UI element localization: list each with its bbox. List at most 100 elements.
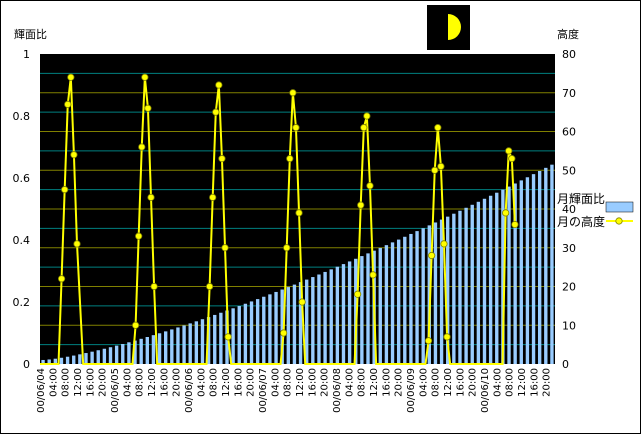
altitude-line-group (40, 73, 519, 365)
bar (390, 242, 395, 364)
bar (163, 331, 168, 364)
bar (550, 164, 554, 364)
y-tick-right: 30 (562, 242, 576, 255)
x-tick: 00/06/06 (184, 368, 195, 413)
bar (200, 319, 205, 364)
x-tick: 16:00 (159, 368, 170, 397)
x-tick: 12:00 (369, 368, 380, 397)
x-tick: 00/06/07 (258, 368, 269, 413)
bar (525, 177, 530, 364)
y-tick-right: 20 (562, 281, 576, 294)
bar (170, 329, 174, 364)
bar (354, 258, 358, 364)
bar (488, 195, 493, 364)
x-tick: 08:00 (283, 368, 294, 397)
altitude-point (434, 124, 442, 132)
x-tick: 04:00 (344, 368, 355, 397)
legend-swatch-bar (605, 201, 634, 213)
altitude-point (502, 209, 510, 217)
altitude-point (360, 124, 368, 132)
bar (151, 335, 156, 364)
altitude-point (424, 337, 433, 345)
y-tick-left: 0.6 (13, 172, 31, 185)
bar (145, 337, 149, 364)
x-tick: 04:00 (48, 368, 59, 397)
bar (65, 356, 70, 364)
altitude-point (428, 251, 436, 260)
altitude-point (144, 104, 152, 112)
bar (206, 317, 211, 364)
bar (384, 245, 389, 364)
altitude-line (40, 77, 516, 365)
x-tick: 08:00 (505, 368, 516, 397)
bar (495, 192, 499, 364)
bars-group (41, 164, 554, 364)
y-ticks-left: 0 0.2 0.4 0.6 0.8 1 (13, 48, 31, 371)
bar (255, 299, 260, 364)
bar (72, 355, 76, 364)
bar (96, 350, 100, 364)
altitude-point (283, 244, 291, 252)
x-tick: 08:00 (209, 368, 220, 397)
altitude-point (64, 100, 72, 108)
bar (403, 236, 407, 364)
x-tick: 16:00 (85, 368, 96, 397)
bar (446, 216, 450, 364)
bar (421, 228, 425, 364)
altitude-point (67, 73, 75, 81)
bar (531, 174, 536, 364)
bar (59, 357, 64, 364)
bar (176, 327, 180, 364)
x-tick: 12:00 (221, 368, 232, 397)
x-tick: 00/06/05 (110, 368, 121, 413)
bar (237, 306, 241, 364)
altitude-point (363, 112, 371, 120)
x-tick: 08:00 (357, 368, 368, 397)
bar (409, 233, 413, 364)
bar (458, 210, 462, 364)
bar (84, 353, 88, 364)
bar (433, 222, 438, 364)
altitude-point (206, 282, 214, 291)
bar (323, 271, 327, 364)
bar (347, 261, 352, 364)
y-tick-left: 0.8 (13, 110, 31, 123)
y-tick-left: 0.4 (13, 234, 31, 247)
altitude-point (369, 271, 377, 279)
y-axis-right-title: 高度 (557, 27, 579, 41)
altitude-point (298, 298, 306, 306)
bar (108, 347, 113, 364)
x-tick: 20:00 (98, 368, 109, 397)
altitude-point (221, 244, 229, 252)
legend-label-line: 月の高度 (557, 214, 605, 229)
altitude-point (280, 329, 288, 337)
bar (476, 201, 481, 364)
y-tick-right: 60 (562, 126, 576, 139)
bar (298, 282, 303, 364)
x-tick: 00/06/04 (36, 368, 47, 413)
bar (194, 321, 199, 364)
bar (182, 325, 186, 364)
y-tick-left: 0 (23, 358, 30, 371)
x-tick: 20:00 (172, 368, 183, 397)
bar (280, 289, 284, 364)
bar (53, 358, 58, 364)
x-tick: 20:00 (394, 368, 405, 397)
altitude-point (286, 155, 294, 163)
bar (262, 296, 266, 364)
bar (311, 277, 315, 364)
bar (231, 308, 235, 364)
bar (470, 204, 474, 364)
x-tick: 08:00 (431, 368, 442, 397)
altitude-point (150, 282, 158, 291)
bar (292, 284, 297, 364)
altitude-point (511, 220, 519, 229)
bar (378, 247, 382, 364)
bar (243, 303, 248, 364)
y-tick-right: 80 (562, 48, 576, 61)
bar (139, 338, 143, 364)
altitude-point (209, 193, 217, 201)
bar (360, 256, 364, 364)
grid-lines (40, 72, 555, 346)
altitude-point (147, 193, 155, 201)
